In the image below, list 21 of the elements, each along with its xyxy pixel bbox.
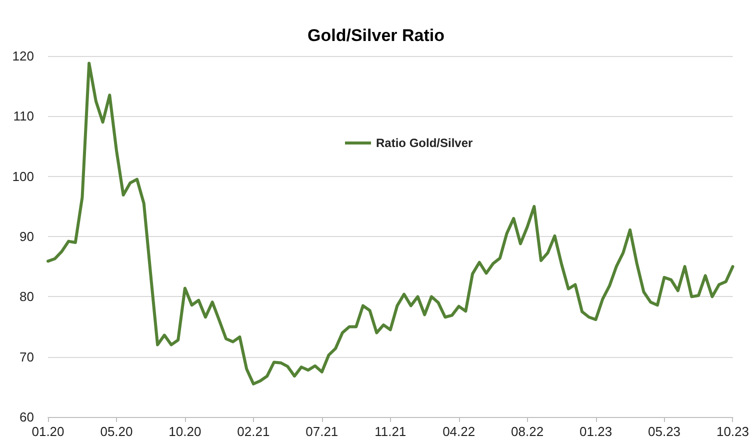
- y-tick-label: 120: [12, 48, 34, 64]
- y-tick-label: 80: [20, 289, 34, 304]
- y-tick-label: 90: [20, 229, 34, 244]
- y-tick-label: 100: [12, 168, 34, 184]
- y-tick-label: 70: [20, 349, 34, 364]
- x-tick-label: 02.21: [237, 424, 270, 439]
- x-tick-label: 01.23: [580, 424, 612, 439]
- line-series: [46, 62, 734, 386]
- x-tick-label: 10.23: [716, 424, 750, 439]
- y-tick-label: 110: [13, 108, 34, 124]
- x-tick-label: 10.20: [168, 424, 202, 439]
- x-tick-label: 05.23: [648, 424, 681, 439]
- x-tick-label: 01.20: [32, 424, 64, 439]
- legend-label: Ratio Gold/Silver: [376, 136, 474, 150]
- x-tick-label: 05.20: [100, 424, 133, 439]
- x-tick-label: 07.21: [306, 424, 338, 439]
- x-tick-label: 11.21: [374, 424, 406, 439]
- x-tick-label: 08.22: [511, 424, 544, 439]
- y-tick-label: 60: [20, 410, 34, 424]
- x-tick-label: 04.22: [442, 424, 476, 439]
- chart-title: Gold/Silver Ratio: [308, 26, 444, 45]
